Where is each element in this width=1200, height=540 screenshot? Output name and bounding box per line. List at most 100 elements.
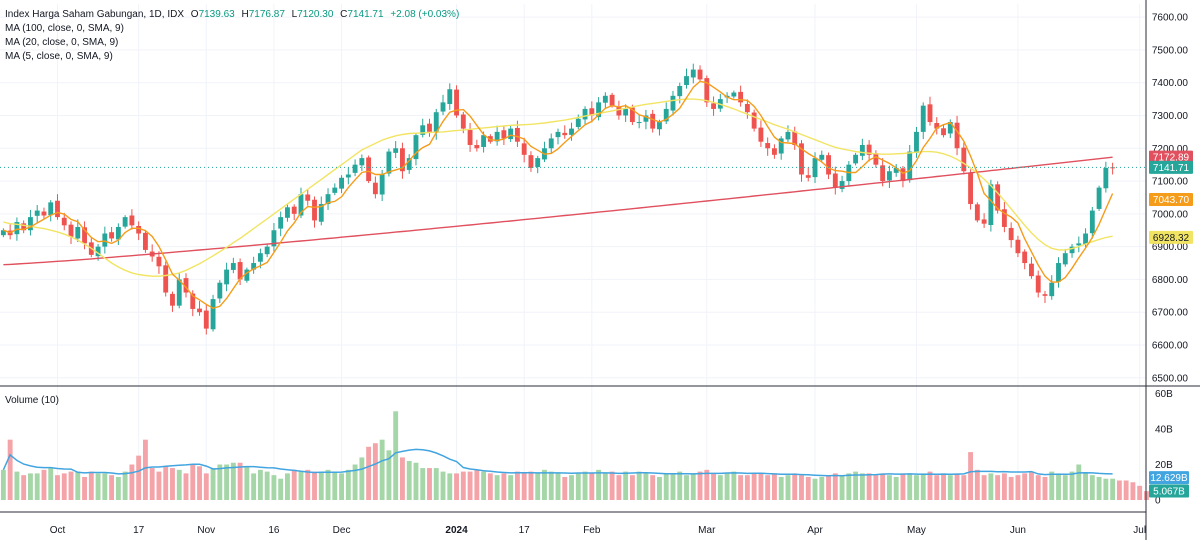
time-tick-label: 16	[268, 525, 280, 536]
candle	[927, 96, 933, 126]
candle	[0, 228, 6, 238]
volume-bar	[197, 466, 202, 500]
candle	[109, 226, 115, 242]
legend-ma100[interactable]: MA (100, close, 0, SMA, 9)	[5, 23, 124, 34]
volume-bar	[1062, 475, 1068, 500]
volume-bar	[264, 471, 270, 500]
volume-bar	[487, 473, 493, 500]
volume-bar	[1056, 473, 1061, 500]
candle	[968, 169, 974, 210]
candle	[853, 152, 859, 166]
legend-ma5[interactable]: MA (5, close, 0, SMA, 9)	[5, 51, 113, 62]
candle	[406, 154, 412, 174]
price-tick-label: 6900.00	[1152, 242, 1189, 253]
candle	[285, 203, 290, 222]
volume-tick-label: 60B	[1155, 389, 1173, 400]
volume-bar	[995, 475, 1001, 500]
volume-bar	[176, 469, 182, 500]
volume-bar	[778, 476, 784, 500]
volume-bar	[400, 457, 405, 500]
volume-bar	[853, 471, 859, 500]
candle	[433, 108, 439, 140]
candle	[602, 92, 608, 109]
legend-ma20[interactable]: MA (20, close, 0, SMA, 9)	[5, 37, 119, 48]
candle	[772, 144, 777, 159]
candle	[68, 221, 74, 245]
candle	[900, 165, 906, 188]
volume-bar	[1110, 478, 1116, 500]
candle	[359, 154, 365, 171]
candle	[210, 294, 216, 332]
candle	[792, 126, 798, 150]
volume-bar	[285, 473, 290, 500]
candle	[731, 90, 737, 99]
volume-bar	[48, 468, 54, 500]
candle	[251, 256, 257, 274]
volume-bar	[1029, 471, 1034, 500]
volume-bar	[697, 471, 703, 500]
volume-bar	[616, 475, 622, 500]
volume-bar	[1015, 475, 1021, 500]
volume-bar	[21, 475, 27, 500]
volume-bar	[751, 473, 757, 500]
candle	[954, 115, 960, 156]
time-tick-label: Dec	[333, 525, 351, 536]
price-tick-label: 7400.00	[1152, 78, 1189, 89]
candle	[366, 155, 372, 184]
volume-bar	[298, 471, 304, 500]
volume-bar	[1076, 464, 1082, 500]
candle	[1103, 161, 1109, 193]
candle	[650, 109, 656, 133]
volume-bar	[690, 473, 696, 500]
candle	[636, 114, 642, 129]
price-tick-label: 6500.00	[1152, 373, 1189, 384]
volume-bar	[819, 476, 825, 500]
candle	[799, 140, 804, 182]
volume-tag: 12.629B	[1149, 471, 1189, 485]
candle	[467, 123, 473, 152]
svg-text:12.629B: 12.629B	[1150, 473, 1188, 484]
chart-legend-main: Index Harga Saham Gabungan, 1D, IDX O713…	[5, 8, 459, 22]
candle	[224, 262, 230, 292]
price-tick-label: 7300.00	[1152, 111, 1189, 122]
volume-bar	[758, 473, 764, 500]
volume-bar	[366, 446, 372, 500]
volume-bar	[1001, 473, 1007, 500]
candle	[237, 258, 243, 286]
volume-bar	[1116, 480, 1122, 500]
volume-bar	[826, 475, 831, 500]
volume-bar	[203, 473, 209, 500]
candle	[866, 140, 872, 162]
volume-bar	[68, 471, 74, 500]
volume-bar	[372, 443, 378, 500]
candle	[880, 158, 886, 187]
price-tick-label: 7000.00	[1152, 209, 1189, 220]
volume-bar	[866, 473, 872, 500]
candle	[339, 175, 344, 194]
candle	[1089, 206, 1095, 239]
candle	[352, 159, 358, 177]
volume-bar	[386, 450, 392, 500]
volume-bar	[271, 475, 277, 500]
volume-bar	[792, 473, 798, 500]
volume-bar	[339, 473, 344, 500]
volume-bar	[1022, 473, 1028, 500]
candle	[345, 167, 351, 185]
volume-bar	[88, 471, 94, 500]
volume-bar	[481, 471, 487, 500]
volume-bar	[156, 471, 162, 500]
volume-bar	[318, 471, 324, 500]
candle	[230, 257, 236, 274]
candle	[765, 137, 771, 156]
volume-bar	[934, 475, 940, 500]
volume-bar	[927, 471, 933, 500]
candle	[846, 161, 852, 187]
candle	[1069, 244, 1075, 258]
candle	[1110, 162, 1116, 175]
candle	[1042, 290, 1048, 304]
candle	[873, 150, 879, 168]
volume-bar	[352, 464, 358, 500]
legend-volume[interactable]: Volume (10)	[5, 395, 59, 406]
volume-bar	[454, 473, 459, 500]
